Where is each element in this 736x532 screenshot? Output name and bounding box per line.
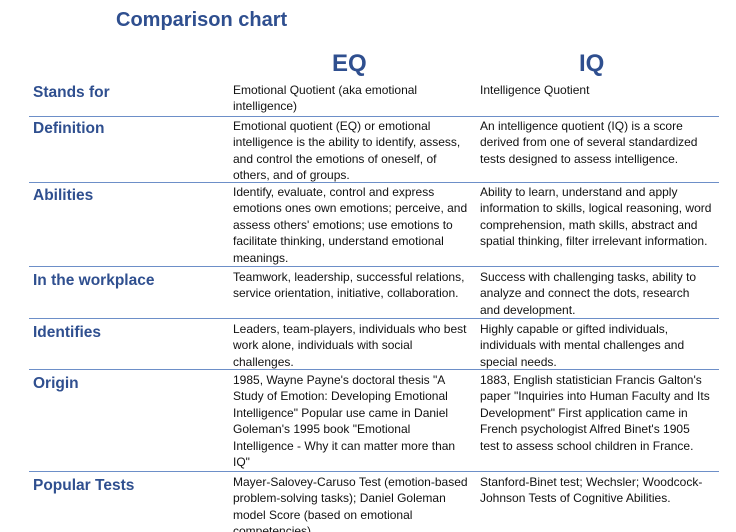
eq-cell: Leaders, team-players, individuals who b…	[233, 322, 467, 369]
table-row-origin: Origin 1985, Wayne Payne's doctoral thes…	[29, 369, 719, 470]
row-label: Stands for	[33, 84, 110, 101]
iq-cell: Highly capable or gifted individuals, in…	[480, 322, 685, 369]
column-heading-eq: EQ	[332, 50, 367, 77]
eq-cell: Mayer-Salovey-Caruso Test (emotion-based…	[233, 475, 468, 532]
iq-cell: An intelligence quotient (IQ) is a score…	[480, 119, 698, 166]
row-label: In the workplace	[33, 272, 155, 289]
iq-cell: Success with challenging tasks, ability …	[480, 270, 697, 317]
iq-cell: Intelligence Quotient	[480, 83, 590, 97]
row-label: Definition	[33, 120, 105, 137]
iq-cell: 1883, English statistician Francis Galto…	[480, 373, 710, 453]
table-row-definition: Definition Emotional quotient (EQ) or em…	[29, 116, 719, 183]
eq-cell: Teamwork, leadership, successful relatio…	[233, 270, 465, 301]
table-row-popular-tests: Popular Tests Mayer-Salovey-Caruso Test …	[29, 471, 719, 532]
table-row-abilities: Abilities Identify, evaluate, control an…	[29, 182, 719, 267]
eq-cell: 1985, Wayne Payne's doctoral thesis "A S…	[233, 373, 456, 470]
row-label: Origin	[33, 375, 79, 392]
table-row-identifies: Identifies Leaders, team-players, indivi…	[29, 318, 719, 369]
row-label: Popular Tests	[33, 477, 135, 494]
column-heading-iq: IQ	[579, 50, 605, 77]
iq-cell: Ability to learn, understand and apply i…	[480, 185, 712, 249]
table-row-stands-for: Stands for Emotional Quotient (aka emoti…	[29, 83, 719, 114]
eq-cell: Identify, evaluate, control and express …	[233, 184, 473, 266]
eq-cell: Emotional Quotient (aka emotional intell…	[233, 83, 418, 114]
table-row-in-the-workplace: In the workplace Teamwork, leadership, s…	[29, 266, 719, 317]
row-label: Identifies	[33, 324, 102, 341]
eq-text-part: Identify, evaluate, control and express …	[233, 185, 468, 265]
iq-cell: Stanford-Binet test; Wechsler; Woodcock-…	[480, 475, 703, 506]
page-title: Comparison chart	[116, 9, 288, 31]
row-label: Abilities	[33, 187, 94, 204]
eq-cell: Emotional quotient (EQ) or emotional int…	[233, 119, 461, 183]
